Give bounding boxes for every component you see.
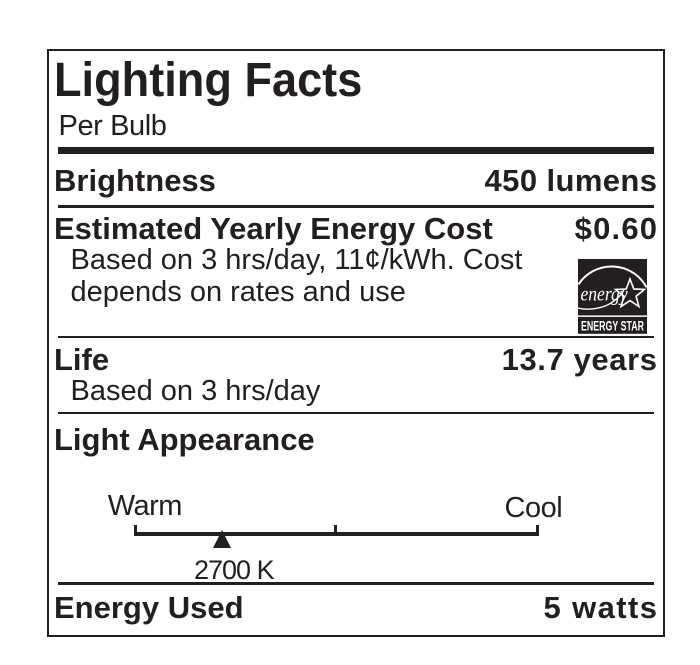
- svg-text:energy: energy: [580, 284, 628, 306]
- svg-text:ENERGY STAR: ENERGY STAR: [581, 319, 644, 334]
